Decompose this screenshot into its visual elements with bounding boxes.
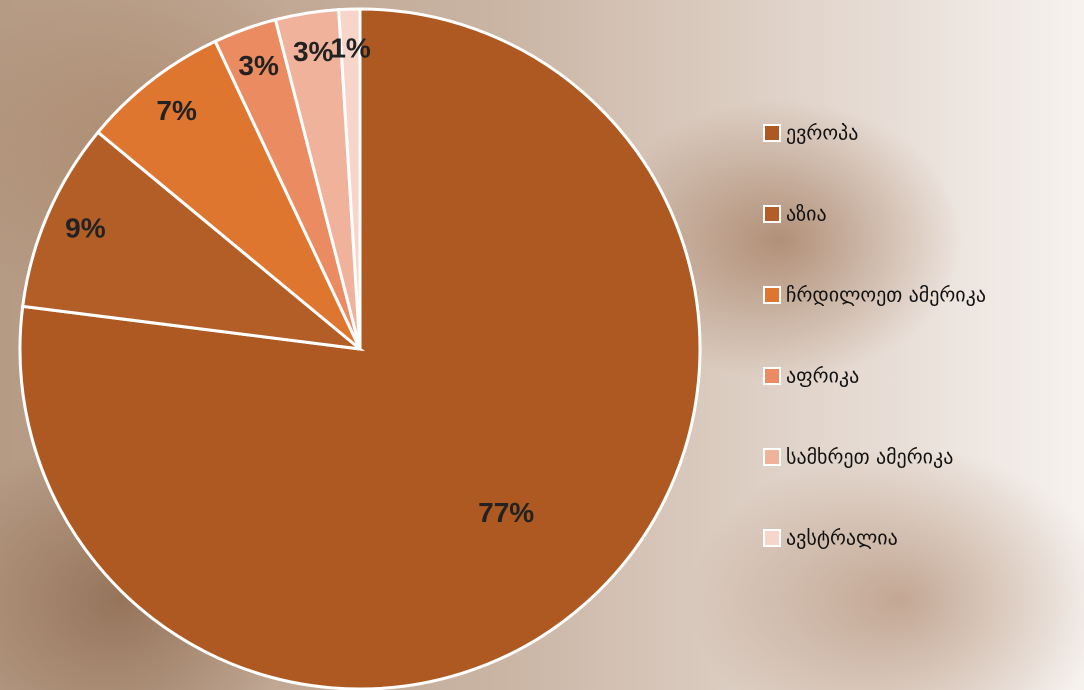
pie-slice xyxy=(21,130,365,352)
data-label: 3% xyxy=(293,36,334,67)
legend-label: ჩრდილოეთ ამერიკა xyxy=(786,283,986,307)
data-label: 3% xyxy=(238,50,279,81)
legend-swatch xyxy=(763,286,781,304)
legend-label: სამხრეთ ამერიკა xyxy=(786,445,953,469)
legend-swatch xyxy=(763,205,781,223)
legend-swatch xyxy=(763,124,781,142)
data-label: 9% xyxy=(65,213,106,244)
data-label: 1% xyxy=(330,32,371,63)
pie-slice xyxy=(337,7,362,350)
legend-label: ავსტრალია xyxy=(786,526,898,550)
legend-label: ევროპა xyxy=(786,121,858,145)
legend-swatch xyxy=(763,367,781,385)
data-label: 77% xyxy=(478,497,534,528)
legend-swatch xyxy=(763,529,781,547)
legend-label: აზია xyxy=(786,202,827,226)
data-label: 7% xyxy=(156,95,197,126)
legend-swatch xyxy=(763,448,781,466)
legend-label: აფრიკა xyxy=(786,364,859,388)
pie-slice xyxy=(95,39,362,351)
